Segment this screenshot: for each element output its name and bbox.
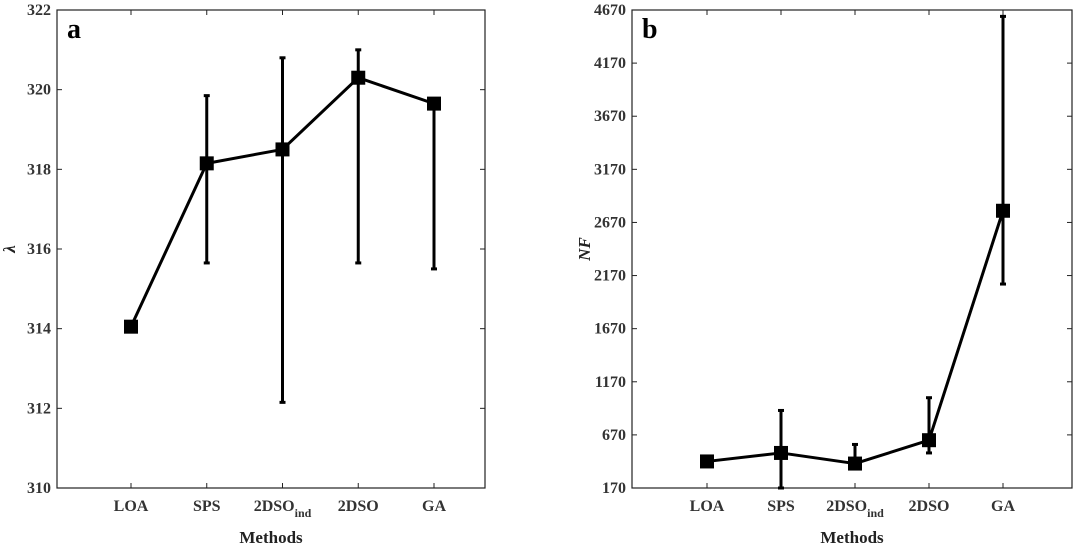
- y-tick-label: 1670: [594, 321, 626, 338]
- x-axis-label: Methods: [239, 528, 303, 547]
- y-tick-label: 316: [27, 241, 51, 258]
- x-axis-label: Methods: [820, 528, 884, 547]
- data-point: [199, 156, 214, 171]
- panel-label: b: [642, 14, 658, 45]
- data-point: [774, 445, 788, 460]
- x-tick-label: 2DSO: [338, 498, 379, 515]
- x-tick-label: GA: [422, 498, 446, 515]
- data-point: [700, 454, 714, 469]
- y-tick-label: 2170: [594, 268, 626, 285]
- y-tick-label: 3170: [594, 161, 626, 178]
- y-tick-label: 4170: [594, 55, 626, 72]
- y-tick-label: 318: [27, 161, 51, 178]
- panel-b: 170 670 1170 1670 2170 2670 3170 3670 4170 4670 LO…: [575, 2, 1073, 547]
- y-tick-label: 320: [27, 82, 51, 99]
- panel-label: a: [67, 14, 81, 45]
- data-point: [351, 70, 366, 85]
- x-tick-label: 2DSOind: [826, 498, 884, 520]
- data-point: [922, 433, 936, 448]
- y-tick-label: 312: [27, 400, 51, 417]
- data-point: [996, 203, 1010, 218]
- x-tick-label: SPS: [193, 498, 221, 515]
- data-point: [848, 456, 862, 471]
- y-axis-label: NF: [575, 237, 594, 262]
- x-tick-label: SPS: [767, 498, 795, 515]
- y-axis-label: λ: [0, 245, 19, 254]
- y-tick-label: 4670: [594, 2, 626, 19]
- y-tick-label: 322: [27, 2, 51, 19]
- y-tick-label: 1170: [595, 374, 626, 391]
- y-tick-label: 310: [27, 480, 51, 497]
- y-tick-label: 3670: [594, 108, 626, 125]
- x-tick-label: 2DSO: [909, 498, 950, 515]
- series-line: [706, 210, 1005, 466]
- y-tick-label: 2670: [594, 214, 626, 231]
- data-point: [275, 142, 290, 157]
- panel-a: 310 312 314 316 318 320 322 LOA SPS 2DSOind 2DSO GA…: [0, 2, 486, 547]
- x-tick-label: LOA: [114, 498, 149, 515]
- x-tick-label: GA: [991, 498, 1015, 515]
- data-point: [124, 319, 138, 334]
- plot-frame: [631, 9, 1073, 489]
- plot-frame: [56, 9, 486, 489]
- y-tick-label: 670: [602, 427, 626, 444]
- y-tick-label: 314: [27, 321, 51, 338]
- x-tick-label: LOA: [690, 498, 725, 515]
- x-tick-label: 2DSOind: [254, 498, 312, 520]
- data-point: [427, 96, 441, 111]
- y-tick-label: 170: [602, 480, 626, 497]
